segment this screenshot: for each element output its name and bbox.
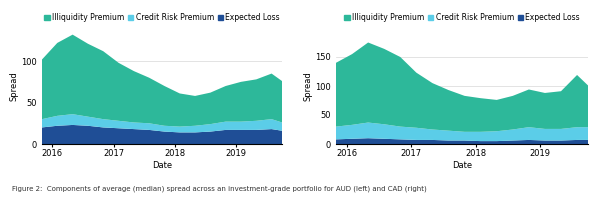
X-axis label: Date: Date <box>152 161 172 170</box>
Text: Figure 2:  Components of average (median) spread across an investment-grade port: Figure 2: Components of average (median)… <box>12 186 427 192</box>
Y-axis label: Spread: Spread <box>10 71 19 101</box>
Legend: Illiquidity Premium, Credit Risk Premium, Expected Loss: Illiquidity Premium, Credit Risk Premium… <box>344 13 580 22</box>
X-axis label: Date: Date <box>452 161 472 170</box>
Y-axis label: Spread: Spread <box>304 71 313 101</box>
Legend: Illiquidity Premium, Credit Risk Premium, Expected Loss: Illiquidity Premium, Credit Risk Premium… <box>44 13 280 22</box>
